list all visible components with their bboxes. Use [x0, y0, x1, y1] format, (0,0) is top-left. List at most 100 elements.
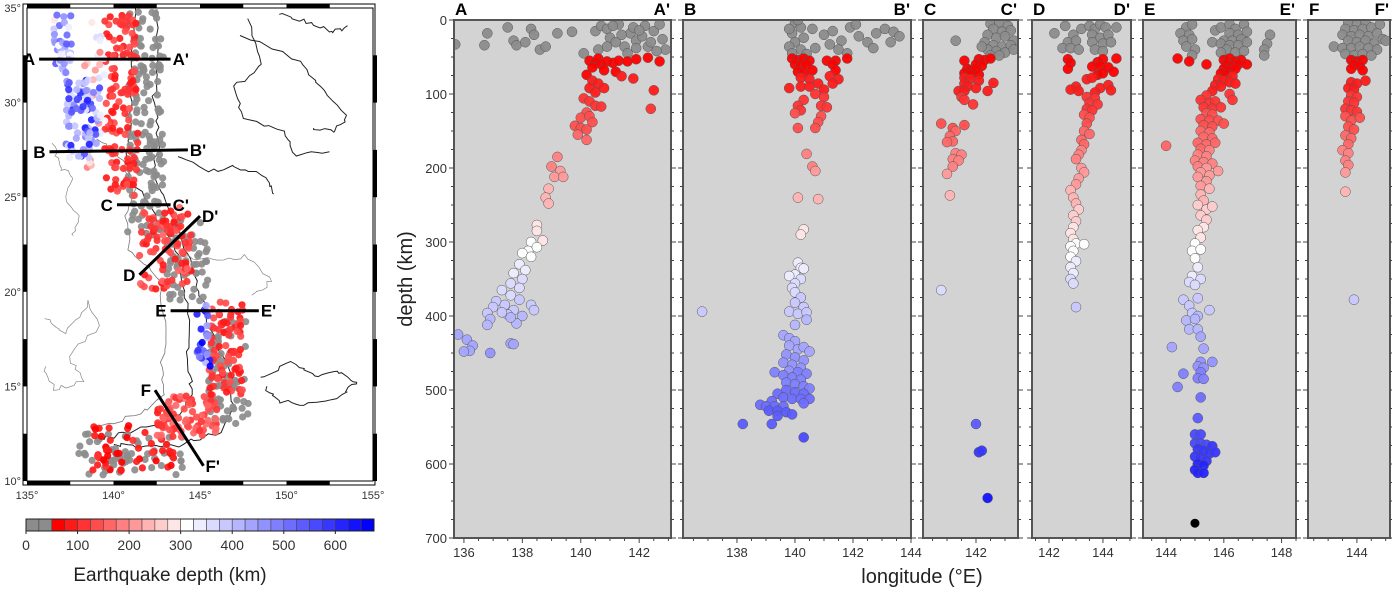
hypocenter	[482, 28, 493, 39]
hypocenter	[944, 190, 956, 201]
map-epicenter	[134, 444, 143, 452]
colorbar-title: Earthquake depth (km)	[73, 565, 266, 586]
map-epicenter	[161, 209, 169, 217]
panel-points	[1160, 20, 1276, 528]
map-epicenter	[60, 13, 68, 21]
map-epicenter	[145, 215, 153, 223]
depth-cross-sections: 136 138 140 142 A A' 0 100 200 300 400 500 600 700 138…	[425, 0, 1392, 560]
hypocenter	[587, 116, 598, 128]
hypocenter	[1070, 301, 1082, 313]
map-epicenter	[108, 457, 116, 465]
hypocenter	[572, 129, 584, 140]
map-epicenter	[111, 75, 119, 83]
hypocenter	[1062, 63, 1074, 75]
map-epicenter	[131, 466, 139, 474]
map-epicenter	[194, 346, 202, 354]
map-x-tick-label: 155°	[362, 490, 385, 502]
x-tick-label: 140	[784, 545, 806, 560]
map-epicenter	[74, 152, 83, 160]
panel-points	[935, 20, 1018, 504]
map-epicenter	[152, 457, 160, 465]
bathymetry-contour	[182, 253, 273, 296]
map-epicenter	[163, 270, 171, 278]
panel-background	[1143, 20, 1296, 538]
hypocenter	[1207, 201, 1218, 212]
map-epicenter	[108, 65, 116, 73]
map-epicenter	[200, 393, 208, 401]
hypocenter	[630, 42, 642, 54]
hypocenter	[935, 118, 947, 129]
colorbar-tick-label: 100	[66, 537, 90, 553]
map-epicenter	[174, 414, 183, 422]
x-axis-title: longitude (°E)	[861, 566, 982, 588]
map-epicenter	[184, 210, 192, 218]
map-epicenter	[216, 396, 224, 404]
hypocenter	[783, 23, 795, 35]
section-end-label: B'	[190, 141, 206, 160]
map-y-tick-label: 30°	[4, 98, 21, 110]
colorbar-cell	[64, 518, 78, 532]
hypocenter	[789, 107, 801, 119]
map-epicenter	[76, 442, 84, 450]
hypocenter	[633, 25, 645, 36]
map-epicenter	[227, 371, 235, 379]
map-epicenter	[109, 51, 117, 60]
map-epicenter	[172, 471, 180, 479]
hypocenter	[607, 20, 619, 32]
hypocenter	[1340, 186, 1351, 197]
map-epicenter	[203, 245, 211, 253]
y-tick-label: 0	[440, 13, 447, 28]
map-epicenter	[156, 66, 164, 74]
map-epicenter	[50, 30, 59, 38]
map-epicenter	[184, 423, 193, 431]
hypocenter	[976, 445, 988, 456]
map-epicenter	[95, 94, 103, 102]
colorbar-tick-label: 300	[169, 537, 193, 553]
x-tick-label: 142	[628, 545, 650, 560]
map-epicenter	[152, 35, 160, 43]
colorbar-cell	[335, 518, 349, 532]
map-epicenter	[134, 8, 142, 16]
hypocenter	[1366, 50, 1377, 61]
map-epicenter	[138, 464, 146, 472]
map-epicenter	[139, 65, 147, 73]
map-frame-segment	[200, 481, 244, 485]
map-epicenter	[178, 213, 186, 221]
hypocenter	[454, 39, 461, 50]
hypocenter	[514, 294, 525, 305]
hypocenter	[1186, 20, 1198, 30]
map-epicenter	[202, 281, 210, 289]
map-epicenter	[163, 278, 171, 286]
hypocenter	[935, 284, 947, 296]
map-epicenter	[94, 452, 102, 460]
map-epicenter	[153, 91, 161, 99]
map-epicenter	[65, 122, 73, 130]
hypocenter	[1073, 85, 1084, 97]
hypocenter	[613, 55, 624, 66]
hypocenter	[982, 85, 993, 97]
hypocenter	[1181, 315, 1192, 326]
map-epicenter	[101, 17, 109, 25]
map-epicenter	[196, 237, 205, 246]
map-epicenter	[132, 19, 140, 27]
map-epicenter	[240, 398, 248, 406]
map-epicenter	[146, 121, 154, 129]
hypocenter	[1360, 75, 1371, 86]
map-epicenter	[88, 456, 96, 464]
map-epicenter	[123, 434, 131, 442]
colorbar-cell	[347, 518, 362, 532]
map-epicenter	[121, 27, 129, 35]
map-epicenter	[166, 291, 174, 299]
map-epicenter	[177, 222, 185, 230]
hypocenter	[1195, 244, 1206, 255]
section-panel-e: 144 146 148 E E'	[1138, 0, 1301, 560]
map-epicenter	[117, 467, 125, 475]
map-frame-segment	[113, 481, 157, 485]
hypocenter	[795, 229, 807, 240]
map-epicenter	[197, 325, 205, 333]
map-epicenter	[65, 95, 73, 103]
map-epicenter	[60, 60, 68, 68]
x-tick-label: 148	[1271, 545, 1293, 560]
hypocenter	[970, 418, 982, 430]
map-epicenter	[140, 89, 148, 97]
